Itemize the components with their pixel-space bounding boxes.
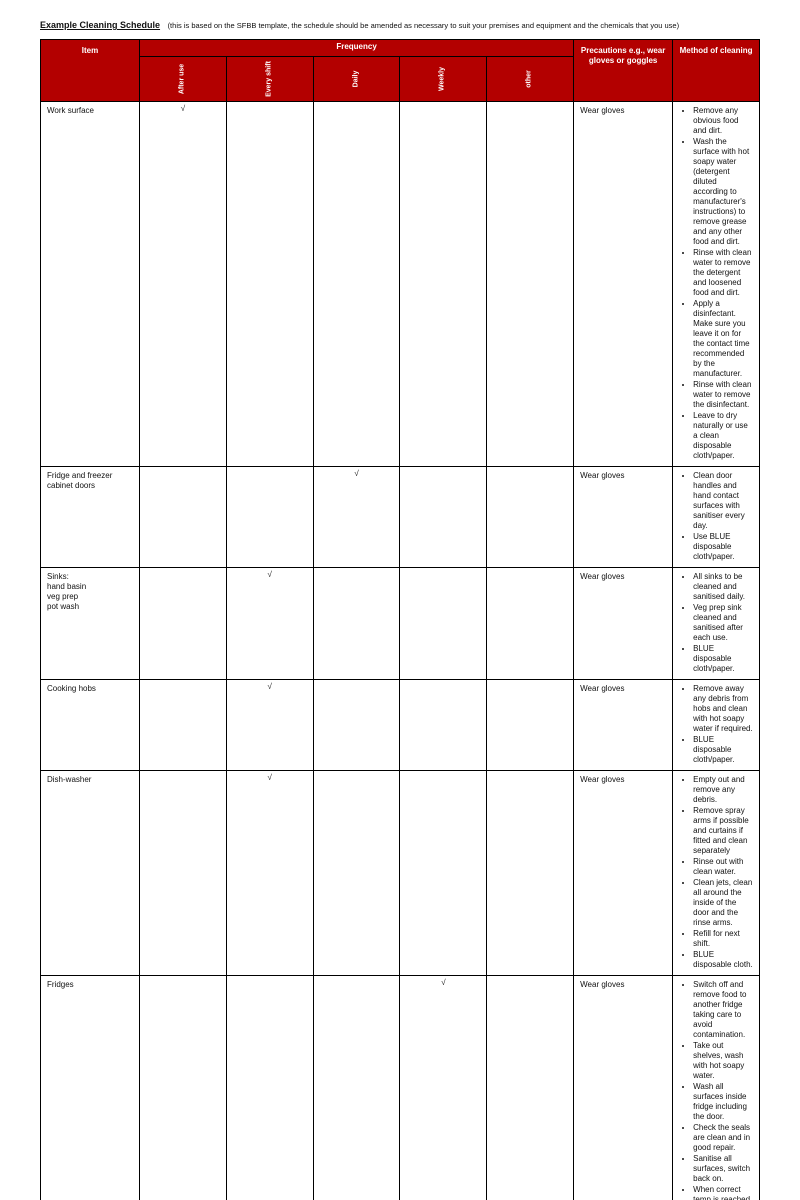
freq-cell: [226, 976, 313, 1200]
col-method: Method of cleaning: [673, 40, 760, 102]
precautions-cell: Wear gloves: [574, 976, 673, 1200]
item-cell: Dish-washer: [41, 771, 140, 976]
item-cell: Fridge and freezer cabinet doors: [41, 467, 140, 568]
freq-cell: [400, 102, 487, 467]
freq-cell: [226, 102, 313, 467]
freq-col-weekly: Weekly: [400, 57, 487, 102]
method-step: Remove spray arms if possible and curtai…: [693, 806, 753, 856]
freq-cell: √: [140, 102, 227, 467]
method-step: Apply a disinfectant. Make sure you leav…: [693, 299, 753, 379]
method-step: Use BLUE disposable cloth/paper.: [693, 532, 753, 562]
table-row: Cooking hobs √ Wear gloves Remove away any …: [41, 680, 760, 771]
method-cell: Clean door handles and hand contact surf…: [673, 467, 760, 568]
precautions-cell: Wear gloves: [574, 467, 673, 568]
method-step: Remove any obvious food and dirt.: [693, 106, 753, 136]
method-cell: All sinks to be cleaned and sanitised da…: [673, 568, 760, 680]
method-step: Clean jets, clean all around the inside …: [693, 878, 753, 928]
freq-cell: [487, 102, 574, 467]
item-cell: Work surface: [41, 102, 140, 467]
method-step: Leave to dry naturally or use a clean di…: [693, 411, 753, 461]
freq-cell: [226, 467, 313, 568]
method-step: BLUE disposable cloth/paper.: [693, 735, 753, 765]
freq-cell: [487, 680, 574, 771]
freq-cell: [140, 467, 227, 568]
item-cell: Sinks:hand basinveg preppot wash: [41, 568, 140, 680]
method-step: Rinse with clean water to remove the det…: [693, 248, 753, 298]
freq-cell: [487, 467, 574, 568]
method-step: All sinks to be cleaned and sanitised da…: [693, 572, 753, 602]
freq-cell: √: [400, 976, 487, 1200]
method-step: Rinse out with clean water.: [693, 857, 753, 877]
method-cell: Remove away any debris from hobs and cle…: [673, 680, 760, 771]
freq-cell: [400, 467, 487, 568]
freq-cell: √: [226, 568, 313, 680]
freq-cell: √: [226, 771, 313, 976]
freq-cell: [487, 976, 574, 1200]
page-title: Example Cleaning Schedule: [40, 20, 160, 30]
item-cell: Cooking hobs: [41, 680, 140, 771]
freq-cell: [400, 771, 487, 976]
method-step: Refill for next shift.: [693, 929, 753, 949]
method-step: Remove away any debris from hobs and cle…: [693, 684, 753, 734]
table-row: Fridge and freezer cabinet doors √ Wear gl…: [41, 467, 760, 568]
method-step: Check the seals are clean and in good re…: [693, 1123, 753, 1153]
method-step: Veg prep sink cleaned and sanitised afte…: [693, 603, 753, 643]
method-step: Rinse with clean water to remove the dis…: [693, 380, 753, 410]
method-step: Wash the surface with hot soapy water (d…: [693, 137, 753, 247]
table-row: Fridges √ Wear gloves Switch off and remove…: [41, 976, 760, 1200]
col-frequency: Frequency: [140, 40, 574, 57]
freq-cell: √: [226, 680, 313, 771]
freq-cell: [400, 568, 487, 680]
freq-cell: [487, 568, 574, 680]
freq-cell: [313, 568, 400, 680]
page-subtitle: (this is based on the SFBB template, the…: [168, 21, 680, 30]
method-cell: Switch off and remove food to another fr…: [673, 976, 760, 1200]
freq-cell: [313, 102, 400, 467]
method-step: BLUE disposable cloth/paper.: [693, 644, 753, 674]
table-row: Sinks:hand basinveg preppot wash √ Wear gl…: [41, 568, 760, 680]
table-body: Work surface√Wear glovesRemove any obvio…: [41, 102, 760, 1200]
freq-cell: [140, 680, 227, 771]
col-precautions: Precautions e.g., wear gloves or goggles: [574, 40, 673, 102]
freq-col-every-shift: Every shift: [226, 57, 313, 102]
freq-col-other: other: [487, 57, 574, 102]
method-step: Empty out and remove any debris.: [693, 775, 753, 805]
precautions-cell: Wear gloves: [574, 568, 673, 680]
precautions-cell: Wear gloves: [574, 680, 673, 771]
freq-cell: [313, 771, 400, 976]
freq-col-after-use: After use: [140, 57, 227, 102]
freq-cell: [487, 771, 574, 976]
method-step: Sanitise all surfaces, switch back on.: [693, 1154, 753, 1184]
freq-cell: [313, 680, 400, 771]
page-title-line: Example Cleaning Schedule (this is based…: [40, 20, 760, 31]
method-step: When correct temp is reached refill with…: [693, 1185, 753, 1200]
freq-cell: √: [313, 467, 400, 568]
freq-cell: [140, 771, 227, 976]
method-step: BLUE disposable cloth.: [693, 950, 753, 970]
method-cell: Empty out and remove any debris.Remove s…: [673, 771, 760, 976]
method-cell: Remove any obvious food and dirt.Wash th…: [673, 102, 760, 467]
precautions-cell: Wear gloves: [574, 102, 673, 467]
col-item: Item: [41, 40, 140, 102]
method-step: Clean door handles and hand contact surf…: [693, 471, 753, 531]
table-row: Work surface√Wear glovesRemove any obvio…: [41, 102, 760, 467]
freq-cell: [313, 976, 400, 1200]
freq-cell: [140, 976, 227, 1200]
freq-cell: [140, 568, 227, 680]
freq-cell: [400, 680, 487, 771]
item-cell: Fridges: [41, 976, 140, 1200]
precautions-cell: Wear gloves: [574, 771, 673, 976]
table-row: Dish-washer√Wear glovesEmpty out and rem…: [41, 771, 760, 976]
method-step: Switch off and remove food to another fr…: [693, 980, 753, 1040]
method-step: Wash all surfaces inside fridge includin…: [693, 1082, 753, 1122]
freq-col-daily: Daily: [313, 57, 400, 102]
cleaning-schedule-table: Item Frequency Precautions e.g., wear gl…: [40, 39, 760, 1200]
method-step: Take out shelves, wash with hot soapy wa…: [693, 1041, 753, 1081]
